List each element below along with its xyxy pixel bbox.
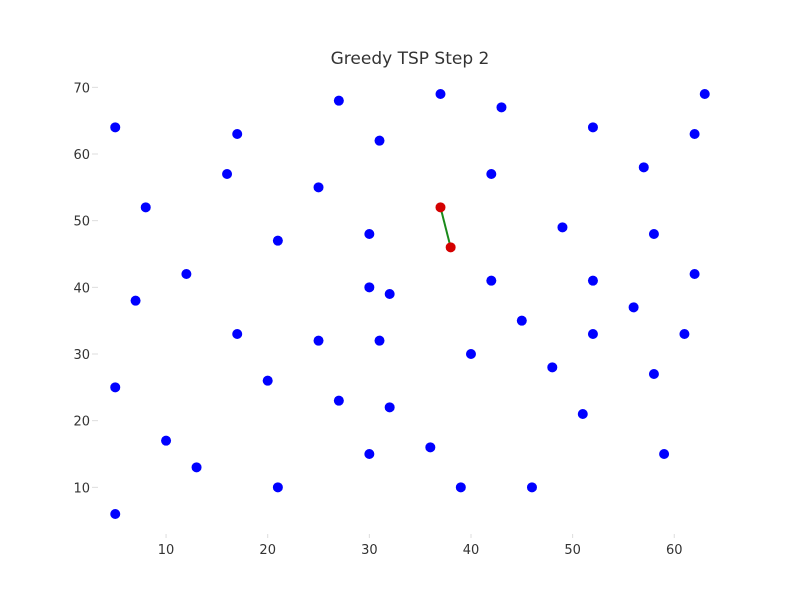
city-points — [110, 89, 710, 519]
visited-city-point — [435, 202, 446, 213]
city-point — [364, 282, 375, 293]
city-point — [140, 202, 151, 213]
city-point — [465, 349, 476, 359]
city-point — [222, 169, 233, 179]
city-point — [191, 462, 202, 473]
y-tick-label: 10 — [73, 481, 90, 496]
city-point — [333, 395, 344, 406]
city-point — [587, 275, 598, 286]
city-point — [425, 442, 436, 453]
city-point — [313, 182, 324, 193]
city-point — [638, 162, 649, 173]
city-point — [648, 229, 659, 239]
y-axis: 10 20 30 40 50 60 70 — [73, 81, 98, 496]
city-point — [516, 315, 527, 326]
city-point — [110, 509, 121, 519]
city-point — [272, 235, 283, 246]
city-point — [547, 362, 558, 373]
city-point — [496, 102, 507, 113]
city-point — [648, 369, 659, 379]
tour-edge — [439, 207, 452, 248]
city-point — [435, 89, 446, 99]
city-point — [232, 329, 243, 339]
city-point — [110, 382, 121, 393]
chart-title: Greedy TSP Step 2 — [331, 49, 490, 69]
city-point — [455, 482, 466, 493]
city-point — [313, 335, 324, 346]
visited-city-point — [445, 242, 456, 253]
city-point — [679, 329, 690, 339]
x-tick-label: 60 — [666, 543, 683, 558]
city-point — [486, 275, 497, 286]
y-tick-label: 20 — [73, 415, 90, 430]
y-tick-label: 50 — [73, 215, 90, 230]
city-point — [526, 482, 537, 493]
x-axis: 10 20 30 40 50 60 — [158, 534, 683, 558]
city-point — [262, 375, 273, 386]
city-point — [374, 335, 385, 346]
y-tick-label: 40 — [73, 281, 90, 296]
y-tick-label: 70 — [73, 81, 90, 96]
x-tick-label: 40 — [463, 543, 480, 558]
city-point — [577, 409, 588, 419]
city-point — [557, 222, 568, 233]
city-point — [689, 129, 700, 139]
city-point — [699, 89, 710, 99]
tour-path — [439, 207, 452, 248]
city-point — [110, 122, 121, 133]
city-point — [384, 289, 395, 299]
y-tick-label: 30 — [73, 348, 90, 363]
x-tick-label: 30 — [361, 543, 378, 558]
city-point — [161, 435, 172, 446]
city-point — [333, 95, 344, 106]
city-point — [587, 329, 598, 339]
x-tick-label: 20 — [259, 543, 276, 558]
city-point — [689, 269, 700, 279]
city-point — [272, 482, 283, 493]
city-point — [364, 449, 375, 459]
x-tick-label: 50 — [564, 543, 581, 558]
city-point — [628, 302, 639, 313]
x-tick-label: 10 — [158, 543, 175, 558]
y-tick-label: 60 — [73, 148, 90, 163]
city-point — [486, 169, 497, 179]
city-point — [587, 122, 598, 133]
city-point — [181, 269, 192, 279]
city-point — [384, 402, 395, 413]
city-point — [232, 129, 243, 139]
city-point — [374, 135, 385, 146]
city-point — [130, 295, 141, 306]
city-point — [659, 449, 670, 459]
city-point — [364, 229, 375, 239]
